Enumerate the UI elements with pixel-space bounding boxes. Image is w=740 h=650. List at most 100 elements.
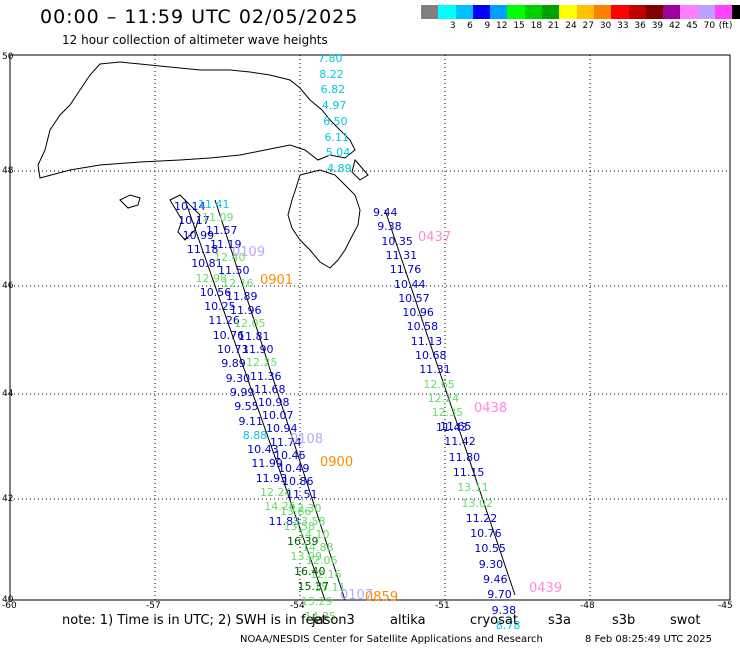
scale-swatch (421, 5, 439, 19)
scale-label: (ft) (718, 21, 733, 31)
wave-height-value: 11.96 (230, 303, 262, 317)
wave-height-value: 0108 (290, 432, 324, 447)
wave-height-value: 12.65 (423, 377, 455, 391)
wave-height-value: 10.94 (266, 422, 298, 436)
wave-height-value: 9.99 (229, 385, 255, 399)
wave-height-value: 10.17 (178, 214, 210, 228)
wave-height-value: 15.37 (297, 580, 330, 593)
wave-height-value: 12.25 (246, 356, 278, 370)
scale-swatch (490, 5, 508, 19)
lon-label-57: -57 (146, 601, 161, 611)
scale-swatch (455, 5, 473, 19)
wave-height-value: 10.57 (398, 291, 430, 305)
wave-height-value: 14.10 (298, 528, 330, 541)
legend-swot: swot (670, 613, 701, 628)
wave-height-value: 12.06 (306, 554, 338, 568)
wave-height-value: 12.35 (431, 406, 464, 420)
wave-height-value: 10.76 (470, 527, 502, 541)
wave-height-value: 13.58 (294, 514, 326, 528)
wave-height-value: 14.35 (304, 610, 337, 623)
color-scale-labels: 3 6 9 12 15 18 21 24 27 30 33 36 39 42 45 70 (ft) (421, 21, 732, 31)
wave-height-value: 0107 (340, 588, 374, 603)
wave-height-value: 0437 (418, 230, 452, 245)
scale-label: 15 (513, 21, 525, 31)
lat-label-44: 44 (2, 389, 14, 399)
wave-height-value: 10.86 (282, 475, 314, 489)
wave-height-value: 5.04 (325, 146, 351, 160)
scale-label: 9 (484, 21, 491, 31)
scale-swatch (524, 5, 543, 19)
lon-label-48: -48 (580, 601, 595, 611)
scale-swatch (542, 5, 560, 19)
wave-height-value: 11.36 (250, 369, 282, 383)
scale-label: 6 (467, 21, 473, 31)
wave-height-value: 11.19 (210, 237, 242, 251)
wave-height-value: 12.98 (195, 271, 228, 285)
scale-swatch (611, 5, 629, 19)
scale-label: 18 (530, 21, 543, 31)
scale-swatch (559, 5, 577, 19)
map-subtitle: 12 hour collection of altimeter wave hei… (62, 33, 328, 47)
wave-height-value: 11.81 (238, 330, 270, 343)
map-frame (9, 54, 731, 601)
scale-label: 70 (703, 21, 716, 31)
lon-label-51: -51 (435, 601, 450, 611)
wave-height-value: 11.15 (452, 465, 485, 479)
scale-label (421, 21, 438, 31)
graticule (10, 55, 730, 600)
scale-swatch (680, 5, 698, 19)
scale-swatch (438, 5, 456, 19)
color-scale (421, 5, 740, 19)
wave-height-value: 0109 (232, 245, 266, 260)
wave-height-value: 10.68 (415, 349, 447, 362)
wave-height-value: 13.02 (461, 496, 494, 510)
scale-label: 42 (669, 21, 681, 31)
scale-label: 24 (565, 21, 577, 31)
scale-swatch (593, 5, 612, 19)
wave-height-value: 11.74 (270, 435, 302, 449)
scale-swatch (576, 5, 594, 19)
wave-height-value: 11.42 (444, 435, 476, 449)
wave-height-value: 11.22 (465, 511, 498, 525)
wave-height-value: 13.99 (290, 550, 323, 563)
wave-height-value: 14.26 (264, 500, 296, 514)
wave-height-value: 10.99 (182, 228, 215, 242)
wave-height-value: 11.13 (410, 334, 443, 348)
wave-height-value: 10.46 (274, 448, 306, 462)
wave-height-value: 11.65 (440, 420, 472, 433)
wave-height-value: 10.73 (217, 343, 249, 356)
legend-altika: altika (390, 613, 426, 628)
wave-height-value: 10.44 (394, 277, 426, 291)
lat-label-40: 40 (2, 595, 14, 605)
scale-swatch (628, 5, 646, 19)
wave-height-value: 11.90 (242, 343, 274, 357)
legend-s3b: s3b (612, 613, 636, 628)
wave-height-value: 0900 (320, 455, 354, 470)
wave-height-value: 10.98 (258, 396, 290, 409)
wave-height-value: 11.31 (419, 363, 451, 377)
wave-height-value: 10.43 (247, 443, 279, 457)
wave-height-value: 16.40 (294, 565, 326, 578)
wave-height-value: 8.78 (495, 618, 521, 632)
wave-height-value: 9.11 (238, 414, 264, 428)
wave-height-value: 11.89 (226, 290, 258, 304)
map-title: 00:00 – 11:59 UTC 02/05/2025 (40, 6, 359, 28)
generated-timestamp: 8 Feb 08:25:49 UTC 2025 (585, 634, 712, 645)
wave-height-value: 7.80 (318, 52, 343, 65)
scale-swatch (472, 5, 491, 19)
scale-swatch (645, 5, 664, 19)
wave-height-value: 9.55 (234, 400, 259, 414)
wave-height-value: 10.49 (278, 462, 310, 475)
scale-swatch (663, 5, 681, 19)
orbit-tracks (184, 199, 516, 601)
wave-height-value: 12.16 (222, 277, 254, 291)
wave-height-value: 9.44 (373, 206, 398, 219)
lon-label-54: -54 (290, 601, 305, 611)
wave-height-value: 14.88 (302, 541, 334, 555)
legend-s3a: s3a (548, 613, 572, 628)
scale-label: 36 (634, 21, 646, 31)
wave-height-value: 12.24 (260, 486, 292, 499)
coastline (37, 61, 369, 269)
lat-label-42: 42 (2, 494, 14, 504)
wave-height-value: 8.88 (242, 428, 268, 442)
